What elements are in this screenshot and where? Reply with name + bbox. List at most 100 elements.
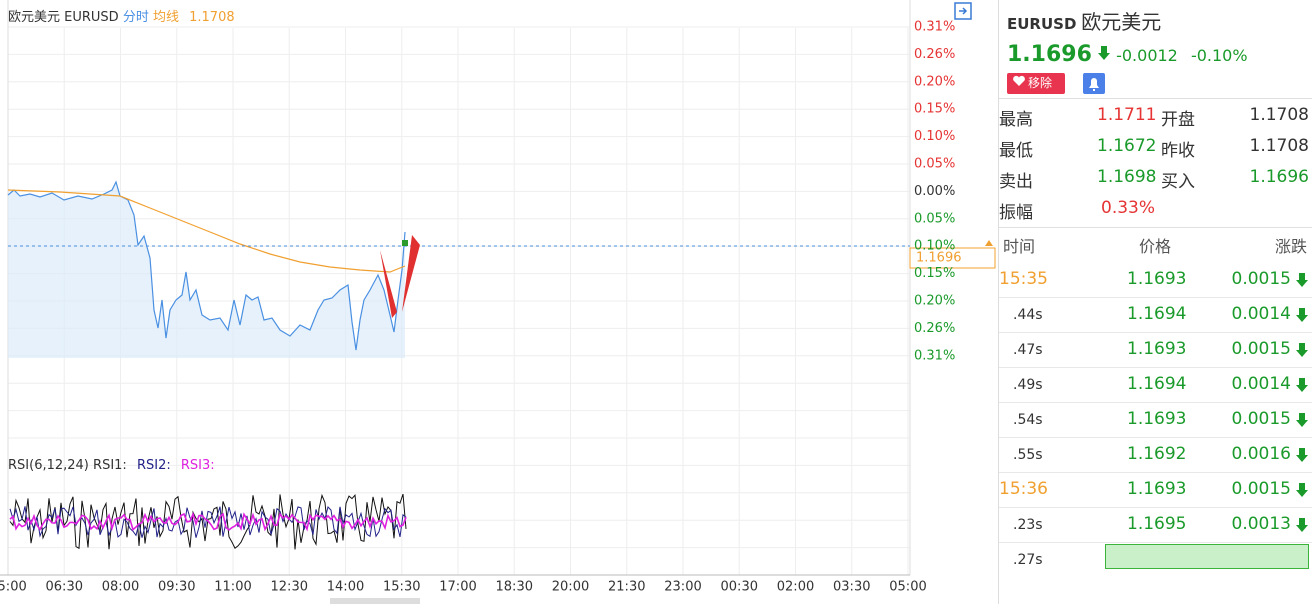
- latest-highlight: [1105, 544, 1309, 569]
- time-tick-label: 02:00: [777, 580, 814, 595]
- stat-value: 1.1698: [1097, 167, 1157, 187]
- tick-time: .23s: [1013, 517, 1043, 533]
- down-arrow: [1296, 448, 1308, 462]
- tick-row: 15:36 1.1693 0.0015: [999, 473, 1312, 508]
- stat-label: 最低: [999, 141, 1033, 161]
- stat-label: 卖出: [999, 172, 1033, 192]
- price-line: [7, 180, 406, 351]
- tick-change: 0.0013: [1231, 514, 1291, 534]
- stat-value: 1.1672: [1097, 136, 1157, 156]
- alert-button[interactable]: [1083, 73, 1105, 94]
- price-tag-box: [909, 247, 996, 269]
- scrollbar[interactable]: [330, 598, 420, 604]
- pct-tick-label: 0.05%: [914, 211, 955, 226]
- time-tick-label: 06:30: [46, 580, 83, 595]
- tick-time: .27s: [1013, 552, 1043, 568]
- rsi2: RSI2:: [136, 458, 171, 473]
- quote-panel: EURUSD 欧元美元 1.1696 -0.0012 -0.10% 移除 最高 1…: [998, 0, 1312, 604]
- stat-value: 1.1708: [1249, 105, 1309, 125]
- time-tick-label: 18:30: [496, 580, 533, 595]
- down-arrow: [1296, 343, 1308, 357]
- pct-tick-label: 0.26%: [914, 47, 955, 62]
- tick-change: 0.0015: [1231, 269, 1291, 289]
- rsi-line: [9, 506, 407, 538]
- pct-tick-label: 0.20%: [914, 294, 955, 309]
- quote-title: EURUSD 欧元美元: [1007, 6, 1161, 35]
- tick-row: .49s 1.1694 0.0014: [999, 368, 1312, 403]
- table-header: 涨跌: [1274, 237, 1307, 256]
- tick-row: 15:35 1.1693 0.0015: [999, 263, 1312, 298]
- tick-time: .44s: [1013, 307, 1043, 323]
- tick-row: .44s 1.1694 0.0014: [999, 298, 1312, 333]
- tick-time: .47s: [1013, 342, 1043, 358]
- tick-time: .55s: [1013, 447, 1043, 463]
- time-tick-label: 09:30: [158, 580, 195, 595]
- tick-change: 0.0015: [1231, 479, 1291, 499]
- pct-tick-label: 0.15%: [914, 102, 955, 117]
- stat-label: 买入: [1161, 172, 1195, 192]
- stat-label: 昨收: [1161, 141, 1195, 161]
- row-separator: [999, 437, 1312, 438]
- avg-value: 1.1708: [189, 10, 235, 25]
- tick-price: 1.1693: [1127, 269, 1187, 289]
- tick-change: 0.0015: [1231, 409, 1291, 429]
- tick-time: .54s: [1013, 412, 1043, 428]
- rsi-header: RSI(6,12,24) RSI1: RSI2: RSI3:: [8, 458, 215, 473]
- price-tag-marker: [985, 240, 993, 246]
- table-header: 时间: [1003, 237, 1036, 256]
- arrow-up-annotation: [402, 235, 420, 312]
- pct-tick-label: 0.26%: [914, 321, 955, 336]
- time-tick-label: 05:00: [889, 580, 926, 595]
- price-tag: 1.1696: [916, 251, 962, 266]
- time-tick-label: 03:30: [833, 580, 870, 595]
- chart-header: 欧元美元 EURUSD 分时 均线 1.1708: [8, 6, 235, 25]
- down-arrow: [1296, 308, 1308, 322]
- remove-button[interactable]: 移除: [1007, 73, 1065, 94]
- tick-row: .54s 1.1693 0.0015: [999, 403, 1312, 438]
- time-tick-label: 08:00: [102, 580, 139, 595]
- heart-icon: [1013, 75, 1025, 86]
- tick-price: 1.1695: [1127, 514, 1187, 534]
- table-header: 价格: [1139, 237, 1172, 256]
- time-tick-label: 15:30: [383, 580, 420, 595]
- rsi-lines: [9, 493, 407, 550]
- stat-value: 1.1696: [1249, 167, 1309, 187]
- down-arrow: [1296, 413, 1308, 427]
- tick-time: 15:36: [999, 479, 1048, 499]
- down-arrow: [1296, 378, 1308, 392]
- row-separator: [999, 367, 1312, 368]
- tick-change: 0.0016: [1231, 444, 1291, 464]
- tick-price: 1.1693: [1127, 479, 1187, 499]
- down-arrow: [1296, 518, 1308, 532]
- symbol: 欧元美元 EURUSD: [8, 10, 119, 25]
- tick-price: 1.1693: [1127, 339, 1187, 359]
- row-separator: [999, 542, 1312, 543]
- rsi-line: [9, 511, 407, 532]
- pct-tick-label: 0.31%: [914, 348, 955, 363]
- mode: 分时: [122, 10, 149, 25]
- price-area: [8, 182, 405, 358]
- remove-label: 移除: [1028, 76, 1053, 90]
- average-line: [7, 189, 406, 273]
- tick-price: 1.1694: [1127, 374, 1187, 394]
- time-tick-label: 21:30: [608, 580, 645, 595]
- tick-change: 0.0014: [1231, 304, 1291, 324]
- row-separator: [999, 332, 1312, 333]
- stat-label: 开盘: [1161, 110, 1195, 130]
- tick-change: 0.0015: [1231, 339, 1291, 359]
- time-tick-label: 11:00: [214, 580, 251, 595]
- time-tick-label: 14:00: [327, 580, 364, 595]
- chart: 1.1696 0.31% 0.26% 0.20% 0.15% 0.10% 0.05% 0.0…: [0, 0, 996, 604]
- stat-value: 1.1711: [1097, 105, 1157, 125]
- row-separator: [999, 507, 1312, 508]
- down-arrow: [1098, 46, 1110, 60]
- row-separator: [999, 297, 1312, 298]
- pct-tick-label: 0.10%: [914, 129, 955, 144]
- time-tick-label: 17:00: [439, 580, 476, 595]
- divider: [999, 98, 1312, 99]
- tick-time: 15:35: [999, 269, 1048, 289]
- quote-price: 1.1696: [1007, 42, 1092, 67]
- stat-value: 1.1708: [1249, 136, 1309, 156]
- tick-time: .49s: [1013, 377, 1043, 393]
